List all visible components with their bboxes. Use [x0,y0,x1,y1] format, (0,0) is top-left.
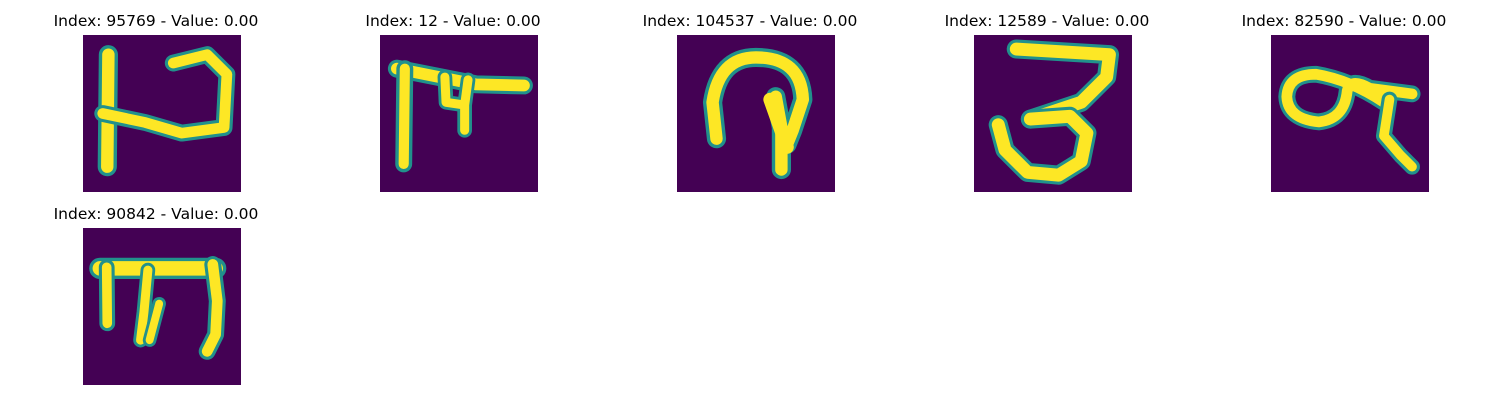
image-panel-6: Index: 90842 - Value: 0.00 [6,193,306,385]
panel-title: Index: 90842 - Value: 0.00 [53,205,259,223]
panel-title: Index: 12 - Value: 0.00 [365,12,541,30]
character-image-12 [380,35,538,192]
image-panel-5: Index: 82590 - Value: 0.00 [1194,0,1494,192]
image-panel-3: Index: 104537 - Value: 0.00 [600,0,900,192]
character-image-82590 [1271,35,1429,192]
character-image-104537 [677,35,835,192]
image-panel-2: Index: 12 - Value: 0.00 [303,0,603,192]
panel-title: Index: 12589 - Value: 0.00 [944,12,1150,30]
panel-title: Index: 104537 - Value: 0.00 [642,12,858,30]
panel-title: Index: 95769 - Value: 0.00 [53,12,259,30]
character-image-90842 [83,228,241,385]
character-image-12589 [974,35,1132,192]
image-panel-1: Index: 95769 - Value: 0.00 [6,0,306,192]
image-panel-4: Index: 12589 - Value: 0.00 [897,0,1197,192]
character-image-95769 [83,35,241,192]
panel-title: Index: 82590 - Value: 0.00 [1241,12,1447,30]
